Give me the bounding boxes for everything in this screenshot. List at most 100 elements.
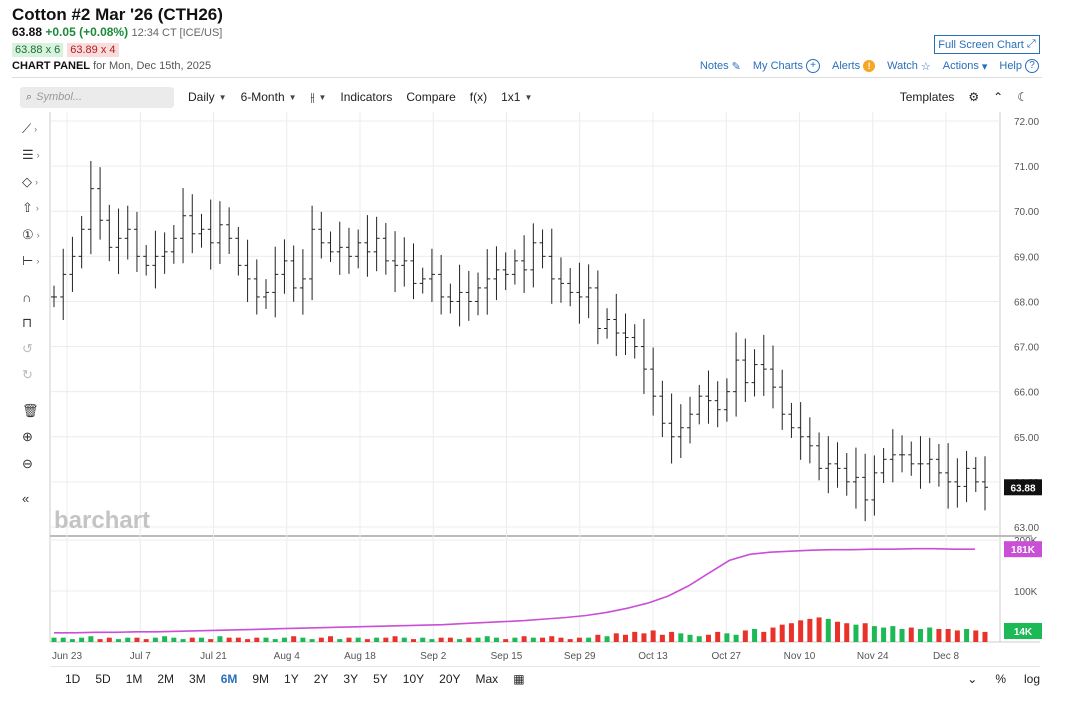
full-screen-chart-button[interactable]: Full Screen Chart ⤢: [934, 35, 1040, 54]
bar-type-select[interactable]: ⫲ ▼: [311, 90, 327, 105]
barchart-watermark: barchart: [54, 507, 150, 534]
volume-bar: [328, 636, 334, 642]
zoom-in-icon[interactable]: ⊕: [22, 429, 33, 444]
measure-tool-icon[interactable]: ⊢ ›: [22, 253, 40, 268]
price-tick-label: 72.00: [1014, 117, 1039, 128]
scale-options: ⌄ % log: [967, 672, 1040, 686]
log-toggle[interactable]: log: [1023, 672, 1040, 686]
volume-bar: [936, 629, 942, 642]
range-2y[interactable]: 2Y: [313, 672, 329, 686]
chevron-down-icon: ▼: [524, 92, 533, 102]
calendar-icon[interactable]: ▦: [513, 672, 525, 686]
gear-icon[interactable]: ⚙: [968, 90, 980, 104]
indicators-button[interactable]: Indicators: [340, 90, 393, 104]
range-select[interactable]: 6-Month ▼: [241, 90, 297, 104]
dark-mode-icon[interactable]: ☾: [1017, 90, 1028, 104]
volume-bar: [595, 634, 601, 642]
range-label: 6-Month: [240, 90, 285, 104]
fx-button[interactable]: f(x): [469, 90, 488, 104]
range-6m[interactable]: 6M: [220, 672, 238, 686]
last-price-label: 63.88: [1010, 483, 1035, 494]
redo-icon[interactable]: ↻: [22, 367, 33, 382]
volume-bar: [540, 637, 546, 642]
ohlc-bars-icon: ⫲: [310, 89, 315, 104]
volume-bar: [586, 637, 592, 642]
alerts-label: Alerts: [832, 60, 861, 72]
layout-select[interactable]: 1x1 ▼: [501, 90, 532, 104]
volume-bar: [530, 637, 536, 642]
range-2m[interactable]: 2M: [157, 672, 175, 686]
date-tick-label: Aug 18: [344, 651, 376, 662]
range-1y[interactable]: 1Y: [284, 672, 299, 686]
volume-bar: [162, 636, 168, 642]
volume-bar: [457, 639, 463, 642]
ask-size: 63.89 x 4: [67, 43, 119, 57]
line-tool-icon[interactable]: ⟋ ›: [22, 121, 38, 136]
trash-icon[interactable]: 🗑: [22, 403, 39, 418]
range-5y[interactable]: 5Y: [373, 672, 388, 686]
volume-bar: [493, 637, 499, 642]
arrow-tool-icon[interactable]: ⇧ ›: [22, 200, 39, 215]
scroll-down-icon[interactable]: ⌄: [967, 672, 978, 686]
range-5d[interactable]: 5D: [95, 672, 111, 686]
date-tick-label: Dec 8: [933, 651, 960, 662]
pencil-icon: ✎: [731, 60, 741, 73]
volume-bar: [742, 630, 748, 642]
actions-menu[interactable]: Actions ▾: [943, 60, 988, 73]
volume-bar: [51, 637, 57, 642]
last-price: 63.88: [12, 25, 43, 39]
toolbar-right: Templates ⚙ ⌃ ☾: [900, 90, 1028, 104]
help-link[interactable]: Help?: [999, 59, 1039, 73]
range-3y[interactable]: 3Y: [343, 672, 359, 686]
period-select[interactable]: Daily ▼: [188, 90, 227, 104]
compare-button[interactable]: Compare: [406, 90, 456, 104]
magnet-icon[interactable]: ∩: [22, 289, 32, 305]
alerts-link[interactable]: Alerts!: [832, 60, 876, 72]
range-20y[interactable]: 20Y: [439, 672, 461, 686]
range-3m[interactable]: 3M: [189, 672, 206, 686]
range-9m[interactable]: 9M: [252, 672, 270, 686]
collapse-icon[interactable]: ⌃: [993, 90, 1004, 104]
volume-bar: [604, 636, 610, 642]
volume-bar: [300, 637, 306, 642]
volume-bar: [69, 639, 75, 642]
watch-link[interactable]: Watch ☆: [887, 60, 931, 73]
volume-bar: [226, 637, 232, 642]
volume-bar: [152, 637, 158, 642]
collapse-sidebar-icon[interactable]: «: [22, 490, 30, 506]
help-icon: ?: [1025, 59, 1039, 73]
volume-bar: [143, 639, 149, 642]
volume-bar: [88, 636, 94, 642]
percent-toggle[interactable]: %: [995, 672, 1006, 686]
panel-date: for Mon, Dec 15th, 2025: [93, 60, 212, 72]
annotation-tool-icon[interactable]: ① ›: [22, 227, 40, 242]
expand-icon: ⤢: [1026, 38, 1036, 50]
range-10y[interactable]: 10Y: [402, 672, 425, 686]
fib-tool-icon[interactable]: ☰ ›: [22, 147, 40, 162]
volume-bar: [825, 618, 831, 642]
volume-bar: [254, 637, 260, 642]
lock-icon[interactable]: ⊓: [22, 315, 33, 330]
chart-panel-label: CHART PANEL: [12, 60, 91, 72]
volume-bar: [724, 633, 730, 642]
templates-button[interactable]: Templates: [899, 90, 955, 104]
volume-bar: [318, 637, 324, 642]
range-max[interactable]: Max: [475, 672, 499, 686]
my-charts-link[interactable]: My Charts +: [753, 59, 820, 73]
notes-link[interactable]: Notes ✎: [700, 60, 741, 73]
volume-bar: [466, 637, 472, 642]
symbol-search-input[interactable]: ⌕ Symbol...: [20, 86, 174, 108]
range-1d[interactable]: 1D: [65, 672, 81, 686]
undo-icon[interactable]: ↺: [22, 341, 33, 356]
volume-bar: [871, 626, 877, 642]
help-label: Help: [999, 60, 1022, 72]
time-exchange: 12:34 CT [ICE/US]: [131, 27, 223, 39]
volume-bar: [392, 636, 398, 642]
volume-bar: [346, 637, 352, 642]
shape-tool-icon[interactable]: ◇ ›: [22, 174, 38, 189]
price-tick-label: 66.00: [1014, 388, 1039, 399]
bid-size: 63.88 x 6: [12, 43, 64, 57]
zoom-out-icon[interactable]: ⊖: [22, 456, 33, 471]
range-1m[interactable]: 1M: [125, 672, 143, 686]
